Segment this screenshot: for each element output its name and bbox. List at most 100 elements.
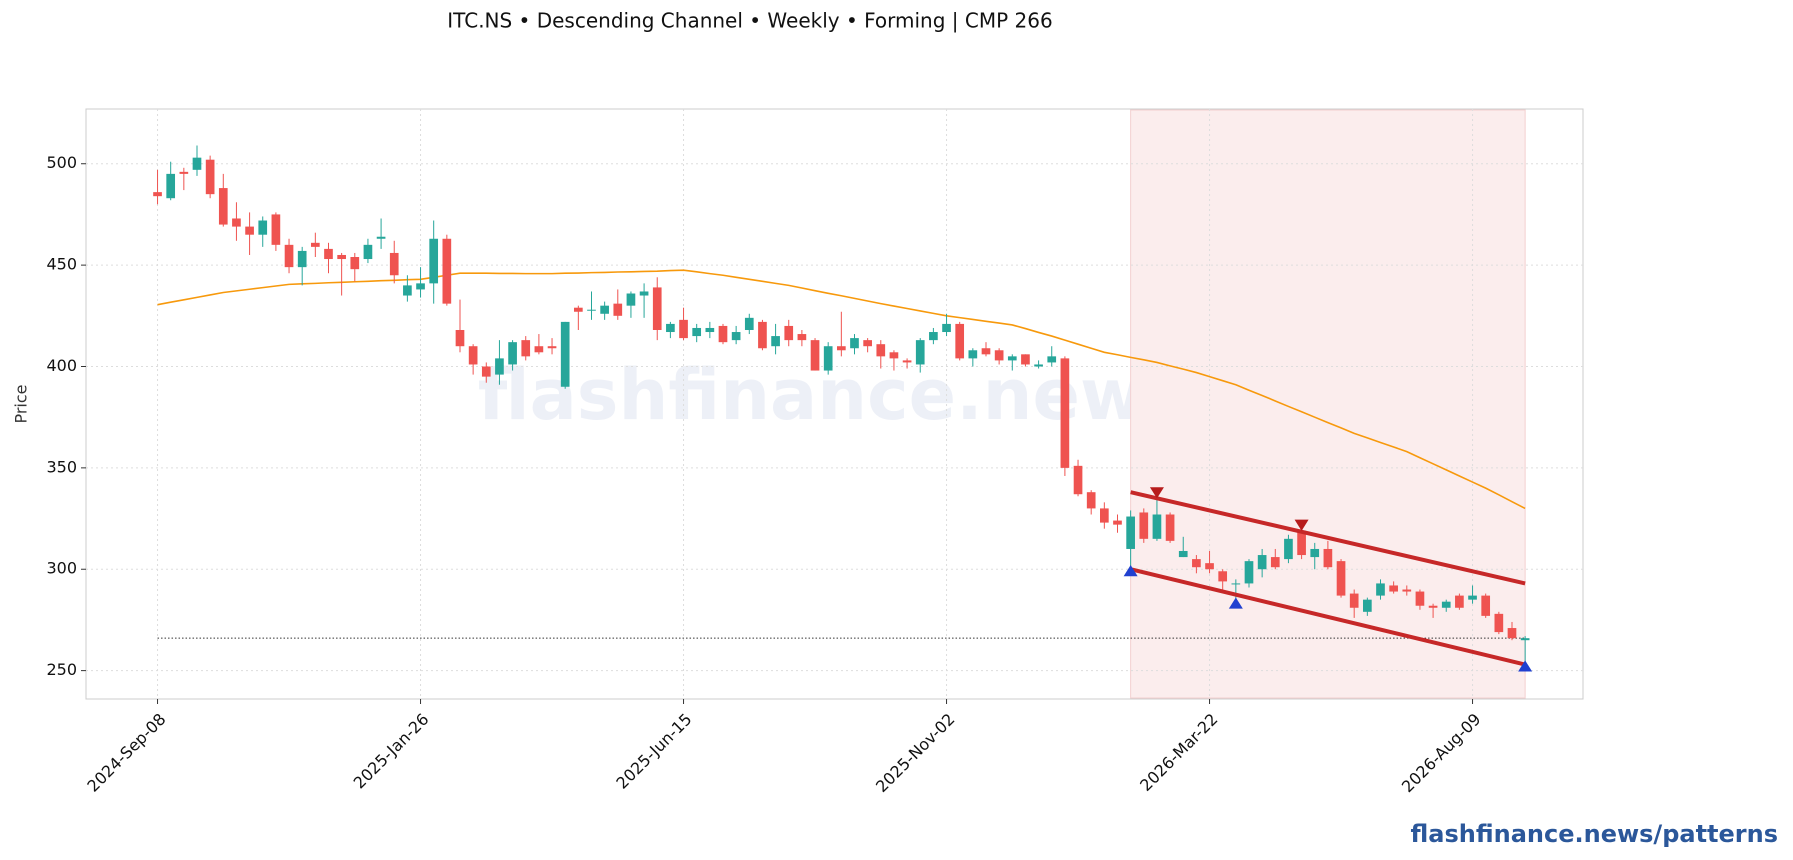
candle-body [994, 350, 1004, 361]
candle-body [1349, 593, 1359, 608]
candle-body [573, 307, 583, 312]
candle-body [1086, 492, 1096, 509]
pivot-high [1294, 519, 1309, 531]
candle-body [192, 157, 202, 170]
candle-body [324, 248, 333, 260]
candle-body [245, 226, 254, 235]
candle-body [1362, 599, 1372, 612]
candle-body [179, 171, 189, 174]
candle-body [1455, 595, 1464, 608]
candle-body [1073, 465, 1083, 495]
x-tick-label: 2026-Aug-09 [1398, 710, 1485, 797]
y-tick-label: 500 [46, 153, 77, 172]
candle-body [626, 293, 636, 306]
candle-body [1218, 571, 1228, 582]
candle-body [889, 352, 899, 359]
candle-body [915, 340, 925, 365]
candle-body [797, 334, 807, 341]
candle-body [718, 325, 728, 343]
candle-body [902, 360, 912, 363]
candle-body [508, 342, 517, 365]
x-tick-label: 2025-Jun-15 [612, 710, 695, 793]
candle-body [1047, 356, 1057, 363]
candle-body [955, 323, 965, 359]
candle-body [823, 346, 833, 371]
candle-body [1021, 354, 1030, 365]
candle-body [153, 192, 162, 197]
candle-body [863, 340, 872, 347]
candle-body [666, 323, 675, 333]
candle-body [166, 173, 176, 199]
candle-body [1270, 557, 1280, 568]
candle-body [1113, 520, 1122, 525]
candle-body [731, 332, 741, 341]
x-tick-label: 2025-Jan-26 [350, 710, 433, 793]
candle-body [705, 327, 715, 333]
candle-body [1139, 512, 1149, 539]
candle-body [1192, 559, 1201, 568]
candle-body [613, 303, 623, 316]
candle-body [1389, 585, 1398, 592]
x-tick-label: 2024-Sep-08 [83, 710, 169, 796]
candle-body [218, 188, 228, 225]
candle-body [1152, 514, 1162, 539]
candle-body [1507, 628, 1517, 639]
candle-body [363, 244, 373, 260]
candle-body [376, 236, 386, 239]
pivot-high [1149, 487, 1164, 499]
candle-body [836, 346, 846, 351]
candle-body [560, 321, 570, 387]
candle-body [876, 344, 886, 357]
chart-title: ITC.NS • Descending Channel • Weekly • F… [447, 9, 1052, 33]
candle-body [284, 244, 294, 268]
candle-body [1165, 514, 1175, 541]
x-tick-label: 2026-Mar-22 [1136, 710, 1221, 795]
candle-body [350, 257, 360, 270]
candle-body [1468, 595, 1477, 600]
candle-body [442, 238, 452, 304]
candle-body [968, 350, 978, 359]
candle-body [600, 305, 609, 314]
candle-body [771, 336, 780, 347]
candle-body [587, 309, 596, 311]
candle-body [403, 285, 412, 296]
y-tick-label: 350 [46, 457, 77, 476]
candle-body [232, 218, 241, 227]
candle-body [1494, 613, 1504, 633]
candle-body [758, 321, 767, 349]
pivot-low [1518, 660, 1533, 672]
candle-body [1441, 601, 1451, 608]
footer-link: flashfinance.news/patterns [1410, 820, 1778, 848]
candle-body [810, 340, 820, 371]
candle-body [1205, 563, 1214, 570]
candle-body [468, 346, 478, 365]
candle-body [1336, 561, 1346, 596]
candle-body [679, 319, 688, 339]
candle-body [310, 242, 320, 247]
candle-body [271, 214, 281, 245]
candle-body [534, 346, 544, 353]
candle-body [1428, 605, 1438, 608]
candle-body [1034, 364, 1043, 367]
candle-body [1481, 595, 1491, 616]
candle-body [1402, 589, 1412, 592]
candle-body [1126, 516, 1135, 549]
candle-body [547, 346, 557, 349]
candle-body [784, 325, 794, 341]
channel-upper [1130, 490, 1526, 586]
candle-body [495, 358, 504, 375]
candle-body [1060, 358, 1070, 468]
candle-body [981, 348, 991, 355]
sma-line [157, 269, 1526, 510]
candle-body [1297, 530, 1306, 556]
candle-body [1284, 538, 1293, 560]
candle-body [652, 287, 662, 330]
y-tick-label: 400 [46, 356, 77, 375]
candle-body [429, 238, 439, 284]
candle-body [850, 338, 859, 349]
channel-lower [1130, 567, 1526, 667]
candle-body [692, 327, 702, 337]
candle-body [337, 254, 346, 260]
candle-body [1178, 550, 1188, 558]
